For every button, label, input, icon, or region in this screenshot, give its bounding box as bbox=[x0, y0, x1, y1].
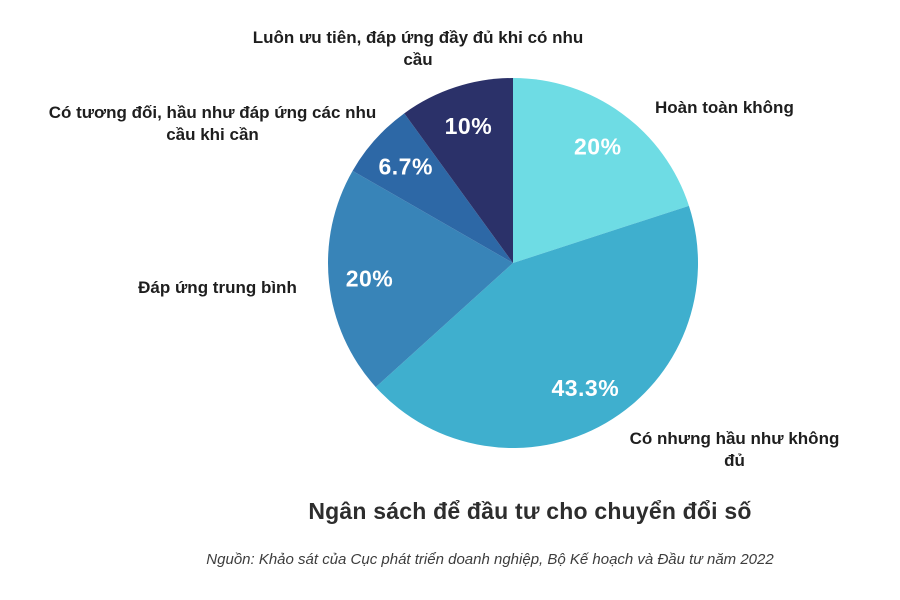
pie-pct-label-0: 20% bbox=[574, 133, 622, 159]
pie-pct-label-2: 20% bbox=[346, 265, 394, 291]
slice-label-hoan-toan-khong: Hoàn toàn không bbox=[655, 98, 794, 117]
pie-pct-label-1: 43.3% bbox=[551, 375, 619, 401]
pie-slice-0 bbox=[513, 78, 689, 263]
pie-slice-1 bbox=[375, 205, 699, 449]
chart-title: Ngân sách để đầu tư cho chuyển đổi số bbox=[308, 498, 752, 524]
slice-label-dap-ung-trung-binh: Đáp ứng trung bình bbox=[138, 278, 297, 297]
pie-slice-2 bbox=[328, 170, 513, 388]
pie-slice-4 bbox=[404, 78, 513, 263]
slice-label-co-tuong-doi: Có tương đối, hầu như đáp ứng các nhu cầ… bbox=[48, 103, 377, 145]
pie-slice-3 bbox=[352, 113, 513, 263]
pie-pct-label-4: 10% bbox=[445, 113, 493, 139]
chart-source-note: Nguồn: Khảo sát của Cục phát triển doanh… bbox=[206, 551, 774, 568]
pie-pct-label-3: 6.7% bbox=[378, 154, 432, 180]
slice-label-luon-uu-tien: Luôn ưu tiên, đáp ứng đầy đủ khi có nhu … bbox=[252, 28, 584, 70]
slice-label-co-nhung-hau-nhu: Có nhưng hầu như không đủ bbox=[629, 429, 840, 471]
